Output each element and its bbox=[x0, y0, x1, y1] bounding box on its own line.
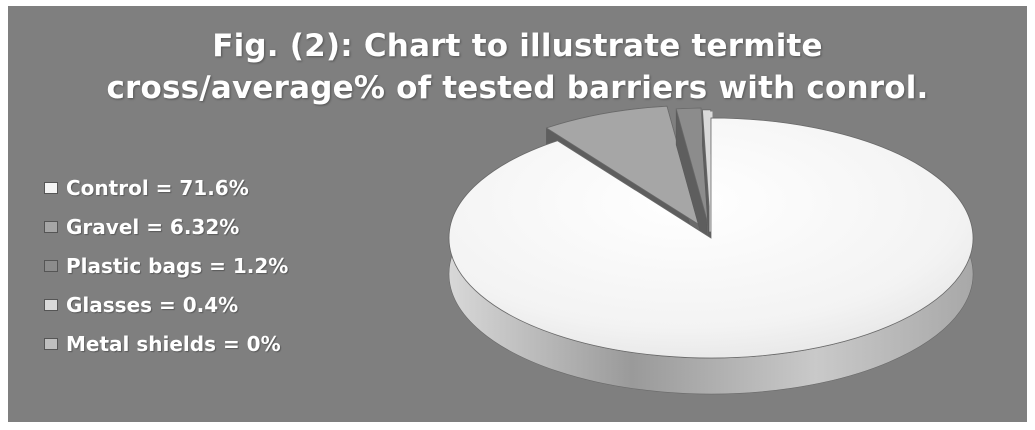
pie-chart bbox=[448, 105, 974, 395]
legend-swatch-glasses bbox=[44, 299, 58, 311]
legend-label-metal-shields: Metal shields = 0% bbox=[66, 332, 281, 356]
legend-label-glasses: Glasses = 0.4% bbox=[66, 293, 239, 317]
chart-title-line-1: Fig. (2): Chart to illustrate termite bbox=[212, 28, 823, 64]
legend-swatch-plastic-bags bbox=[44, 260, 58, 272]
pie-slice-control bbox=[448, 117, 974, 395]
legend-label-plastic-bags: Plastic bags = 1.2% bbox=[66, 254, 289, 278]
legend-swatch-control bbox=[44, 182, 58, 194]
pie-slice-glasses bbox=[702, 109, 712, 266]
chart-title-line-2: cross/average% of tested barriers with c… bbox=[106, 70, 929, 106]
chart-area: Fig. (2): Chart to illustrate termite cr… bbox=[8, 6, 1027, 422]
legend-label-control: Control = 71.6% bbox=[66, 176, 249, 200]
legend-swatch-metal-shields bbox=[44, 338, 58, 350]
legend-label-gravel: Gravel = 6.32% bbox=[66, 215, 240, 239]
legend-swatch-gravel bbox=[44, 221, 58, 233]
